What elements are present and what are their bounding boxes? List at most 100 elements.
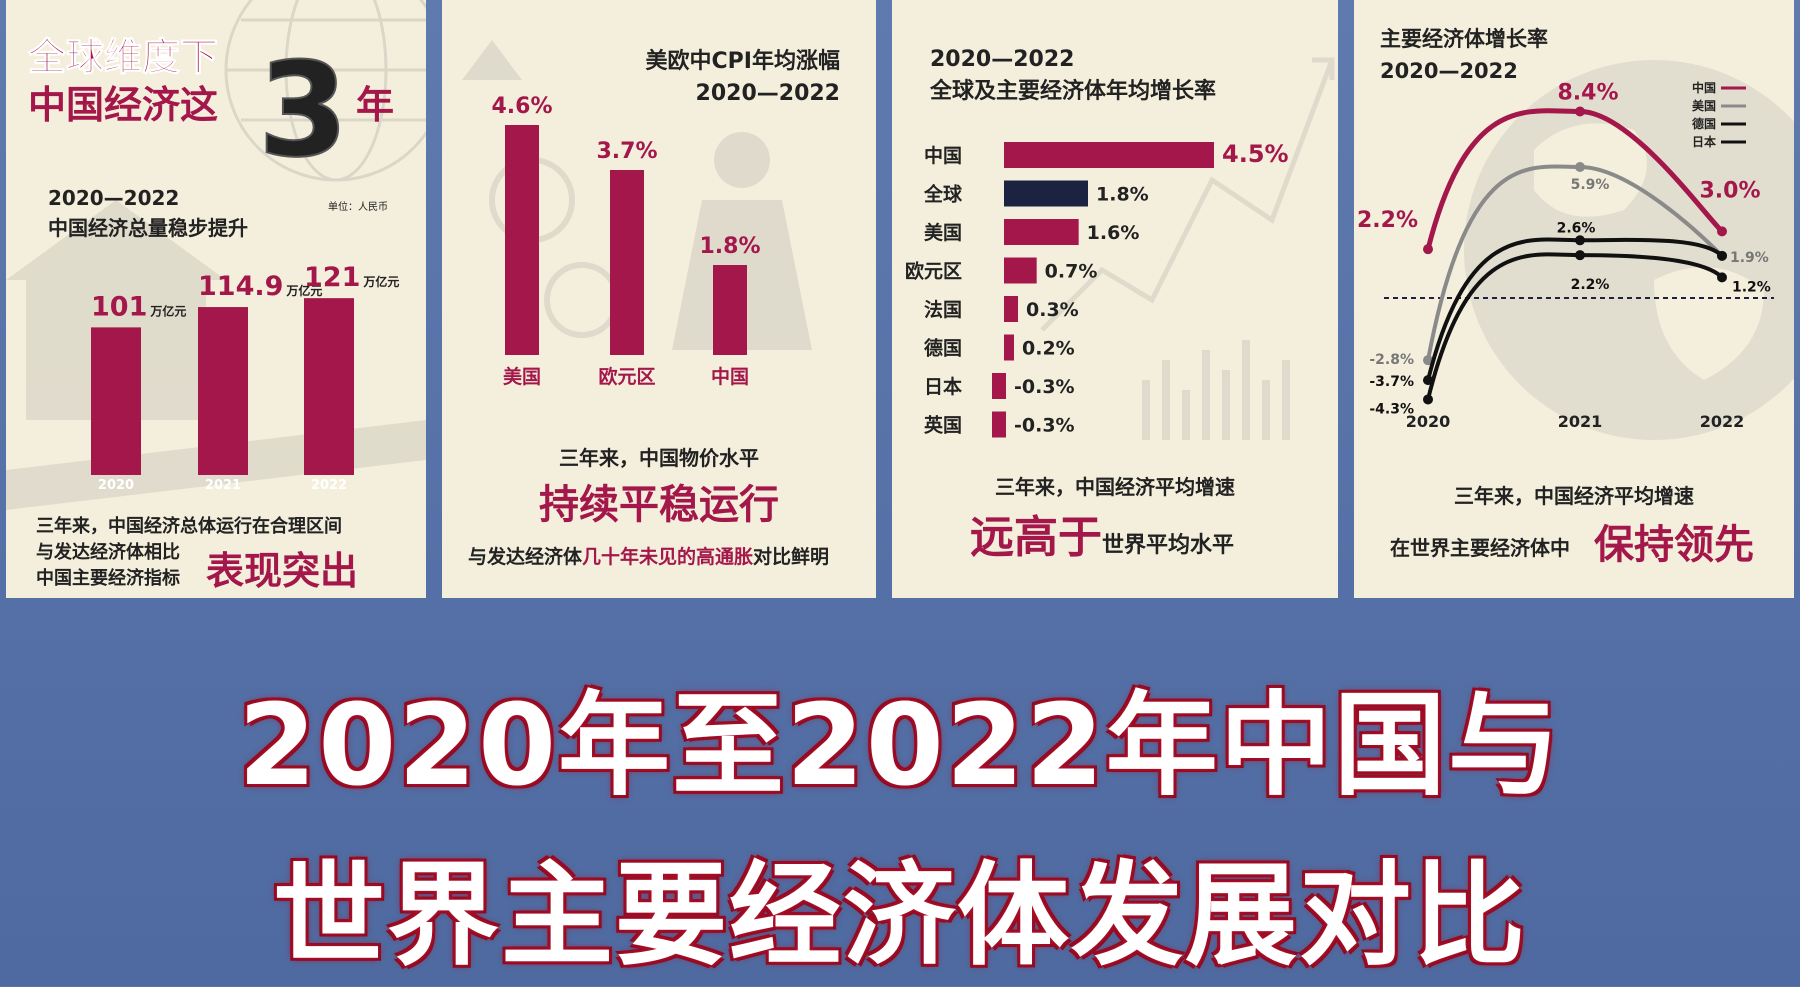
gdp-bar-2022 bbox=[304, 298, 354, 475]
panel-growth-lines: 主要经济体增长率 2020—2022 中国 美国 德国 日本 2.2% 8.4% 3.0%… bbox=[1354, 0, 1794, 598]
growth-point bbox=[1575, 106, 1585, 117]
panel2-title: 美欧中CPI年均涨幅 bbox=[646, 48, 840, 74]
growth-avg-value-label: -0.3% bbox=[1014, 415, 1075, 437]
panel-gdp: 全球维度下 中国经济这 3 年 2020—2022 中国经济总量稳步提升 单位：… bbox=[6, 0, 426, 598]
growth-avg-value-label: -0.3% bbox=[1014, 376, 1075, 398]
growth-value-label: 1.2% bbox=[1732, 279, 1771, 295]
gdp-value-label: 101 万亿元 bbox=[91, 291, 186, 322]
cpi-bar-0 bbox=[505, 125, 539, 355]
panel2-foot-line2-b: 几十年未见的高通胀 bbox=[582, 545, 753, 568]
growth-avg-category-label: 德国 bbox=[924, 337, 962, 360]
growth-value-label: 5.9% bbox=[1571, 177, 1610, 193]
cpi-value-label: 3.7% bbox=[596, 139, 657, 164]
cpi-value-label: 4.6% bbox=[491, 94, 552, 119]
cpi-bar-2 bbox=[713, 265, 747, 355]
growth-point bbox=[1575, 162, 1585, 173]
growth-avg-category-label: 美国 bbox=[924, 221, 962, 244]
growth-avg-category-label: 法国 bbox=[924, 298, 962, 321]
panel1-big-number: 3 bbox=[258, 34, 348, 186]
panel1-title-line2: 中国经济这 bbox=[28, 83, 218, 127]
cpi-panel-canvas: 美欧中CPI年均涨幅 2020—2022 4.6% 美国 3.7% 欧元区 1.8% 中国… bbox=[462, 40, 840, 568]
growth-value-label: 8.4% bbox=[1557, 81, 1618, 106]
panel3-foot-highlight: 远高于 bbox=[970, 512, 1102, 563]
growth-point bbox=[1575, 235, 1585, 246]
growth-x-tick-label: 2021 bbox=[1558, 412, 1603, 431]
growth-value-label: 2.2% bbox=[1357, 208, 1418, 233]
growth-point bbox=[1423, 394, 1433, 405]
growth-line-3 bbox=[1426, 252, 1724, 400]
panel1-foot-line2: 与发达经济体相比 bbox=[36, 541, 180, 563]
panel1-title-line1: 全球维度下 bbox=[27, 35, 218, 79]
panel2-foot-line2-c: 对比鲜明 bbox=[753, 545, 829, 568]
panel2-foot-line2: 与发达经济体几十年未见的高通胀对比鲜明 bbox=[468, 545, 829, 568]
gdp-bar-2021 bbox=[198, 307, 248, 475]
gdp-tick-label: 2022 bbox=[311, 478, 347, 493]
growth-value-label: -4.3% bbox=[1369, 401, 1414, 417]
headline-line2: 世界主要经济体发展对比 bbox=[273, 851, 1527, 981]
gdp-tick-label: 2021 bbox=[205, 478, 241, 493]
growth-avg-value-label: 4.5% bbox=[1222, 140, 1289, 168]
growth-value-label: 1.9% bbox=[1730, 250, 1769, 266]
panel3-foot-line1: 三年来，中国经济平均增速 bbox=[995, 475, 1235, 499]
panel3-foot-line2: 世界平均水平 bbox=[1102, 532, 1234, 558]
growth-avg-value-label: 1.8% bbox=[1096, 184, 1149, 206]
growth-avg-category-label: 英国 bbox=[924, 414, 962, 437]
panel-cpi: 美欧中CPI年均涨幅 2020—2022 4.6% 美国 3.7% 欧元区 1.8% 中国… bbox=[442, 0, 876, 598]
growth-avg-bar-3 bbox=[1004, 257, 1037, 284]
growth-point bbox=[1717, 226, 1727, 237]
growth-avg-panel-canvas: 2020—2022 全球及主要经济体年均增长率 中国 4.5% 全球 1.8% 美国 1.… bbox=[905, 47, 1335, 563]
panel1-unit: 单位：人民币 bbox=[328, 200, 388, 213]
panel-growth-avg: 2020—2022 全球及主要经济体年均增长率 中国 4.5% 全球 1.8% 美国 1.… bbox=[892, 0, 1338, 598]
growth-point bbox=[1575, 250, 1585, 261]
growth-avg-bar-7 bbox=[992, 411, 1006, 438]
legend-label: 中国 bbox=[1692, 80, 1716, 95]
growth-point bbox=[1423, 244, 1433, 255]
growth-line-1 bbox=[1426, 164, 1724, 361]
panel4-foot-line1: 三年来，中国经济平均增速 bbox=[1454, 484, 1694, 508]
growth-value-label: -3.7% bbox=[1369, 374, 1414, 390]
growth-point bbox=[1717, 272, 1727, 283]
legend-label: 美国 bbox=[1692, 98, 1716, 113]
growth-value-label: 3.0% bbox=[1699, 178, 1760, 203]
gdp-bar-2020 bbox=[91, 327, 141, 475]
gdp-tick-label: 2020 bbox=[98, 478, 134, 493]
growth-x-tick-label: 2022 bbox=[1700, 412, 1745, 431]
panel4-years: 2020—2022 bbox=[1380, 59, 1518, 83]
panel2-foot-line1: 三年来，中国物价水平 bbox=[559, 446, 759, 470]
panel1-foot-highlight: 表现突出 bbox=[206, 549, 358, 593]
growth-avg-value-label: 0.7% bbox=[1045, 261, 1098, 283]
growth-line-2 bbox=[1426, 237, 1724, 381]
cpi-category-label: 美国 bbox=[503, 365, 541, 388]
gdp-value-label: 114.9 万亿元 bbox=[198, 271, 322, 302]
panel2-years: 2020—2022 bbox=[696, 81, 840, 106]
growth-avg-value-label: 0.3% bbox=[1026, 299, 1079, 321]
cpi-category-label: 中国 bbox=[711, 365, 749, 388]
legend-label: 德国 bbox=[1692, 116, 1716, 131]
panel3-years: 2020—2022 bbox=[930, 47, 1074, 72]
growth-value-label: 2.2% bbox=[1571, 277, 1610, 293]
panel1-subtitle-years: 2020—2022 bbox=[48, 186, 179, 210]
panel1-subtitle-text: 中国经济总量稳步提升 bbox=[48, 216, 248, 240]
growth-avg-category-label: 中国 bbox=[924, 144, 962, 167]
growth-avg-value-label: 0.2% bbox=[1022, 338, 1075, 360]
legend-label: 日本 bbox=[1692, 134, 1716, 149]
growth-value-label: 2.6% bbox=[1557, 220, 1596, 236]
panel1-foot-line1: 三年来，中国经济总体运行在合理区间 bbox=[36, 515, 342, 537]
growth-avg-category-label: 全球 bbox=[923, 183, 963, 206]
panel2-foot-highlight: 持续平稳运行 bbox=[539, 482, 779, 528]
panel4-foot-highlight: 保持领先 bbox=[1594, 522, 1754, 568]
panel3-title: 全球及主要经济体年均增长率 bbox=[929, 78, 1216, 104]
panel1-foot-line3: 中国主要经济指标 bbox=[36, 567, 180, 589]
growth-point bbox=[1717, 250, 1727, 261]
cpi-category-label: 欧元区 bbox=[598, 365, 655, 388]
growth-avg-bar-0 bbox=[1004, 142, 1214, 168]
headline-line1: 2020年至2022年中国与 bbox=[238, 681, 1562, 811]
panel2-foot-line2-a: 与发达经济体 bbox=[468, 545, 583, 568]
growth-value-label: -2.8% bbox=[1369, 352, 1414, 368]
panel4-foot-line2: 在世界主要经济体中 bbox=[1390, 536, 1570, 560]
panel1-title-year: 年 bbox=[356, 83, 394, 127]
cpi-value-label: 1.8% bbox=[699, 234, 760, 259]
growth-avg-bar-5 bbox=[1004, 334, 1014, 361]
growth-avg-category-label: 欧元区 bbox=[905, 260, 962, 283]
